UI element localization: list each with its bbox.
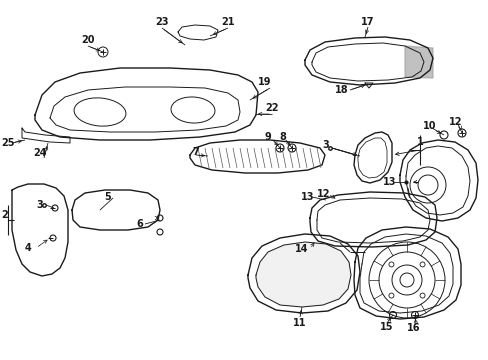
Text: 4: 4 [24,243,31,253]
Text: 12: 12 [317,189,330,199]
Text: 5: 5 [104,192,111,202]
Text: 1: 1 [416,137,423,147]
Text: 3: 3 [322,140,329,150]
Text: 7: 7 [192,147,199,157]
Text: 15: 15 [380,322,393,332]
Text: 20: 20 [81,35,95,45]
Text: 12: 12 [448,117,462,127]
Text: 22: 22 [264,103,278,113]
Text: 2: 2 [1,210,8,220]
Text: 13: 13 [301,192,314,202]
Text: 10: 10 [423,121,436,131]
Text: 18: 18 [334,85,348,95]
Text: 23: 23 [155,17,168,27]
Text: 21: 21 [221,17,234,27]
Text: 14: 14 [295,244,308,254]
Text: 8: 8 [279,132,286,142]
Text: 16: 16 [407,323,420,333]
Text: 13: 13 [383,177,396,187]
Polygon shape [404,46,432,78]
Polygon shape [256,242,350,307]
Text: 24: 24 [33,148,47,158]
Text: 3: 3 [37,200,43,210]
Text: 6: 6 [136,219,143,229]
Text: 17: 17 [361,17,374,27]
Text: 25: 25 [1,138,15,148]
Text: 11: 11 [293,318,306,328]
Text: 19: 19 [258,77,271,87]
Text: 9: 9 [264,132,271,142]
